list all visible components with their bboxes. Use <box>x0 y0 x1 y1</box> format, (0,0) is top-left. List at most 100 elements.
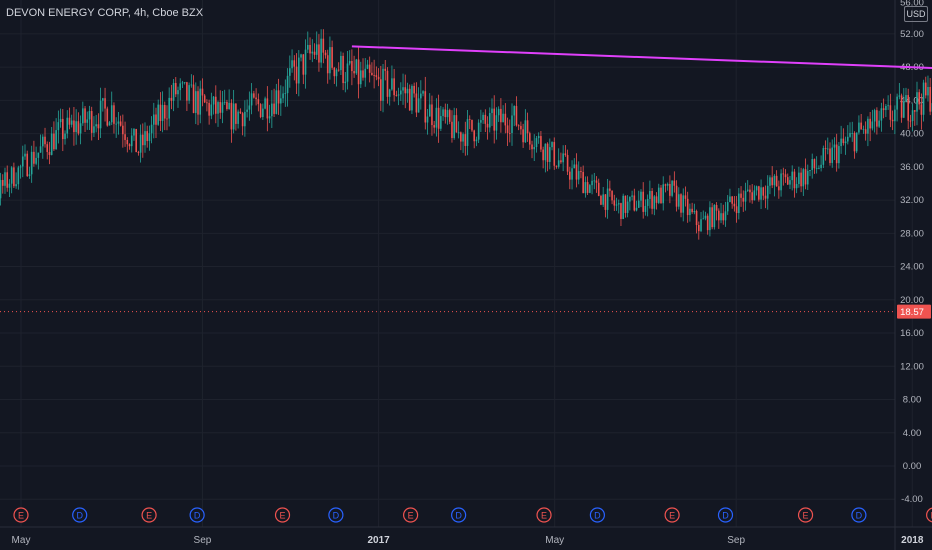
candle-body <box>79 123 82 134</box>
candle-body <box>473 130 476 142</box>
candle-body <box>431 104 433 126</box>
dividend-marker[interactable]: D <box>851 507 867 523</box>
candle-body <box>37 152 40 158</box>
earnings-marker[interactable]: E <box>403 507 419 523</box>
candle-body <box>262 108 264 118</box>
candle-body <box>219 102 222 113</box>
candle-body <box>831 147 834 163</box>
candle-body <box>70 120 73 125</box>
candle-body <box>549 147 551 162</box>
candle-body <box>840 138 842 147</box>
candle-body <box>342 55 344 84</box>
dividend-marker[interactable]: D <box>328 507 344 523</box>
candle-body <box>495 115 498 131</box>
candle-body <box>855 132 858 152</box>
dividend-letter: D <box>594 511 601 521</box>
earnings-marker[interactable]: E <box>797 507 814 523</box>
candle-body <box>553 142 556 166</box>
candle-body <box>871 121 874 129</box>
dividend-circle <box>589 507 605 523</box>
candle-body <box>851 132 854 134</box>
candle-body <box>867 118 869 134</box>
candle-body <box>506 125 509 133</box>
dividend-marker[interactable]: D <box>589 507 605 523</box>
candle-body <box>59 118 62 123</box>
dividend-letter: D <box>194 511 201 521</box>
candle-body <box>686 198 689 216</box>
candle-body <box>280 98 282 104</box>
y-tick-label: 44.00 <box>900 95 924 106</box>
earnings-circle <box>403 507 419 523</box>
candle-body <box>746 189 749 191</box>
candle-body <box>402 87 404 91</box>
candle-body <box>66 117 69 134</box>
candle-body <box>179 83 182 91</box>
candle-body <box>671 180 673 196</box>
candle-body <box>564 153 567 156</box>
candle-body <box>13 167 15 187</box>
candle-body <box>622 195 624 219</box>
candle-body <box>203 95 206 103</box>
earnings-marker[interactable]: E <box>13 507 29 523</box>
candle-body <box>437 107 440 129</box>
candle-body <box>375 75 378 77</box>
candle-body <box>595 180 598 183</box>
candle-body <box>806 170 809 185</box>
candle-body <box>580 171 582 173</box>
candle-body <box>468 119 471 120</box>
earnings-marker[interactable]: E <box>274 507 291 523</box>
y-tick-label: 56.00 <box>900 0 924 9</box>
dividend-marker[interactable]: D <box>189 507 205 523</box>
candle-body <box>524 120 527 143</box>
currency-button[interactable]: USD <box>904 6 928 22</box>
candle-body <box>593 180 596 182</box>
earnings-marker[interactable]: E <box>664 507 680 523</box>
candle-body <box>166 118 168 120</box>
candle-body <box>729 196 731 203</box>
candle-body <box>488 113 491 128</box>
candle-body <box>846 136 849 142</box>
candle-body <box>174 83 177 95</box>
candle-body <box>417 98 420 113</box>
dividend-marker[interactable]: D <box>451 507 467 523</box>
candle-body <box>700 219 702 232</box>
candle-body <box>194 91 197 113</box>
candle-body <box>304 49 307 75</box>
candle-body <box>446 110 449 118</box>
earnings-marker[interactable]: E <box>536 507 552 523</box>
candle-body <box>611 190 613 201</box>
candle-body <box>542 149 544 161</box>
candle-body <box>88 111 91 120</box>
dividend-letter: D <box>455 511 462 521</box>
candle-body <box>571 168 573 180</box>
candle-body <box>335 69 338 77</box>
candle-body <box>771 177 773 186</box>
candle-body <box>170 97 173 101</box>
candle-body <box>93 126 95 133</box>
candle-body <box>742 197 745 202</box>
candle-body <box>277 90 280 104</box>
candle-body <box>480 120 482 123</box>
candle-body <box>894 109 896 122</box>
earnings-letter: E <box>18 511 24 521</box>
earnings-marker[interactable]: E <box>926 507 932 523</box>
candle-body <box>146 131 149 142</box>
dividend-marker[interactable]: D <box>72 507 88 523</box>
candle-body <box>337 69 340 71</box>
candle-body <box>64 133 66 140</box>
dividend-marker[interactable]: D <box>717 507 734 523</box>
candle-body <box>53 133 55 150</box>
candle-body <box>916 92 918 112</box>
candle-body <box>373 75 375 76</box>
candle-body <box>597 182 600 196</box>
candle-body <box>130 135 133 147</box>
x-tick-label: 2018 <box>901 535 924 546</box>
candle-body <box>324 52 327 56</box>
candle-body <box>104 98 106 109</box>
earnings-marker[interactable]: E <box>141 507 157 523</box>
candle-body <box>842 138 845 144</box>
candle-body <box>682 195 685 213</box>
candle-body <box>102 98 104 101</box>
